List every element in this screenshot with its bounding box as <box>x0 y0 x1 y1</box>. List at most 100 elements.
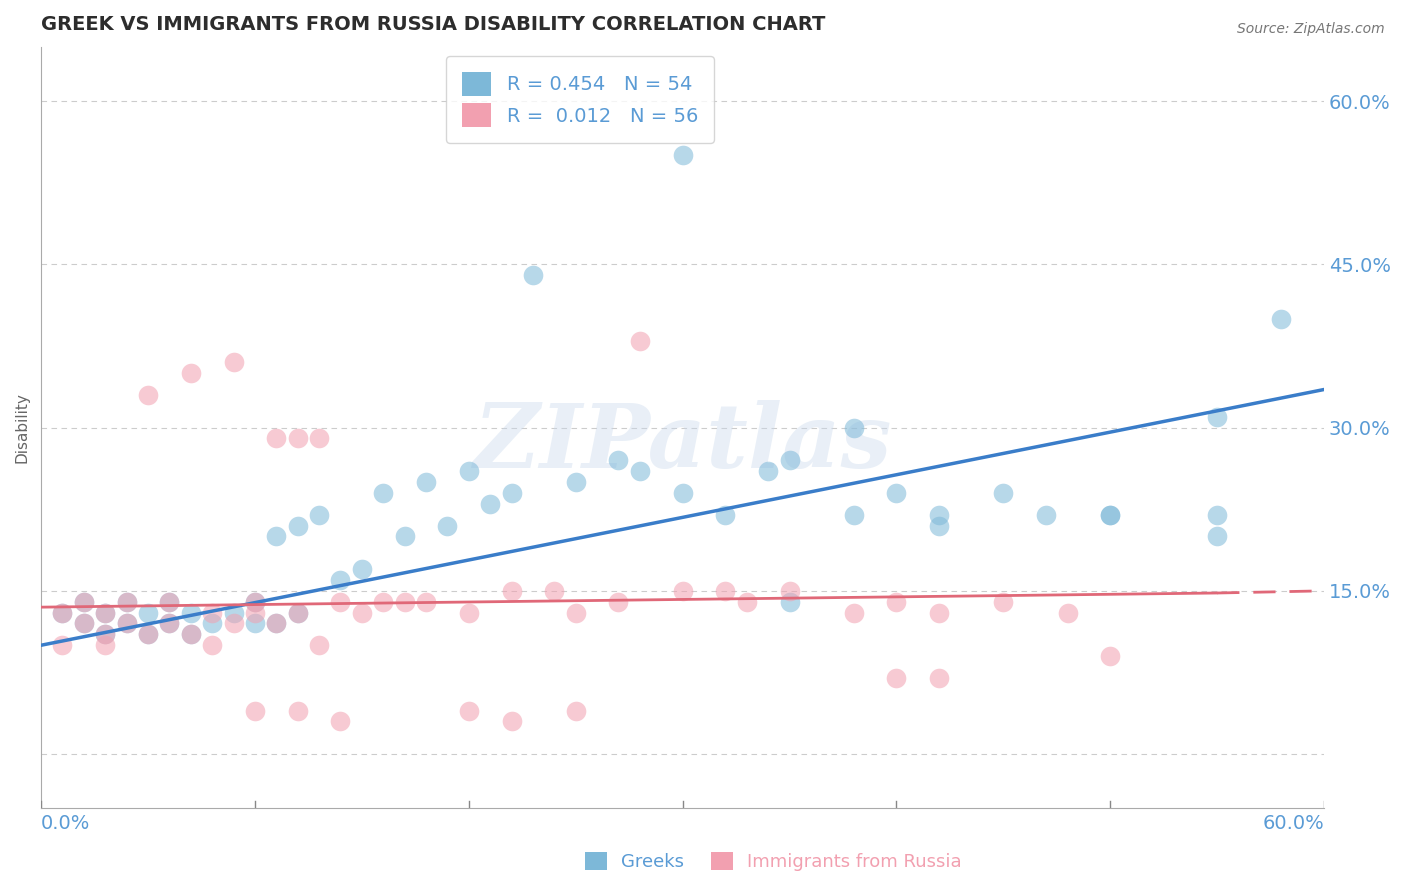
Point <box>415 475 437 489</box>
Point <box>501 486 523 500</box>
Point <box>94 638 117 652</box>
Point <box>779 583 801 598</box>
Legend: Greeks, Immigrants from Russia: Greeks, Immigrants from Russia <box>578 845 969 879</box>
Point <box>287 606 309 620</box>
Point <box>886 595 908 609</box>
Point <box>157 616 180 631</box>
Point <box>243 606 266 620</box>
Point <box>564 606 586 620</box>
Point <box>501 714 523 729</box>
Point <box>180 627 202 641</box>
Point <box>115 616 138 631</box>
Point <box>628 464 651 478</box>
Point <box>735 595 758 609</box>
Point <box>287 518 309 533</box>
Point <box>415 595 437 609</box>
Point <box>201 606 224 620</box>
Point <box>607 453 630 467</box>
Point <box>373 595 395 609</box>
Point <box>266 616 288 631</box>
Point <box>115 616 138 631</box>
Text: ZIPatlas: ZIPatlas <box>474 400 891 486</box>
Point <box>628 334 651 348</box>
Point <box>779 453 801 467</box>
Point <box>243 595 266 609</box>
Point <box>180 606 202 620</box>
Point <box>94 627 117 641</box>
Point <box>1206 529 1229 543</box>
Point <box>457 464 479 478</box>
Point <box>201 638 224 652</box>
Point <box>457 606 479 620</box>
Point <box>51 606 73 620</box>
Point <box>1206 409 1229 424</box>
Point <box>842 606 865 620</box>
Legend: R = 0.454   N = 54, R =  0.012   N = 56: R = 0.454 N = 54, R = 0.012 N = 56 <box>446 56 714 143</box>
Point <box>607 595 630 609</box>
Point <box>350 562 373 576</box>
Point <box>51 606 73 620</box>
Point <box>886 486 908 500</box>
Point <box>73 595 96 609</box>
Point <box>266 616 288 631</box>
Text: 60.0%: 60.0% <box>1263 814 1324 833</box>
Point <box>394 595 416 609</box>
Point <box>94 606 117 620</box>
Point <box>222 355 245 369</box>
Point <box>73 616 96 631</box>
Point <box>157 616 180 631</box>
Point <box>779 595 801 609</box>
Point <box>457 704 479 718</box>
Point <box>136 627 159 641</box>
Point <box>501 583 523 598</box>
Point <box>1206 508 1229 522</box>
Point <box>73 616 96 631</box>
Point <box>394 529 416 543</box>
Point <box>308 508 330 522</box>
Text: GREEK VS IMMIGRANTS FROM RUSSIA DISABILITY CORRELATION CHART: GREEK VS IMMIGRANTS FROM RUSSIA DISABILI… <box>41 15 825 34</box>
Point <box>436 518 458 533</box>
Point <box>928 508 950 522</box>
Point <box>329 714 352 729</box>
Point <box>180 627 202 641</box>
Point <box>287 606 309 620</box>
Point <box>266 432 288 446</box>
Point <box>51 638 73 652</box>
Point <box>373 486 395 500</box>
Point <box>350 606 373 620</box>
Point <box>1270 311 1292 326</box>
Point <box>928 671 950 685</box>
Point <box>1035 508 1057 522</box>
Point <box>522 268 544 283</box>
Point <box>115 595 138 609</box>
Point <box>564 704 586 718</box>
Point <box>136 627 159 641</box>
Point <box>1099 508 1122 522</box>
Point <box>479 497 502 511</box>
Point <box>842 420 865 434</box>
Point <box>266 529 288 543</box>
Point <box>928 518 950 533</box>
Point <box>564 475 586 489</box>
Point <box>287 432 309 446</box>
Point <box>714 508 737 522</box>
Text: Source: ZipAtlas.com: Source: ZipAtlas.com <box>1237 22 1385 37</box>
Point <box>243 704 266 718</box>
Point <box>115 595 138 609</box>
Point <box>756 464 779 478</box>
Point <box>1056 606 1078 620</box>
Point <box>308 432 330 446</box>
Point <box>672 583 695 598</box>
Point <box>136 388 159 402</box>
Point <box>928 606 950 620</box>
Point <box>842 508 865 522</box>
Point <box>543 583 565 598</box>
Point <box>94 606 117 620</box>
Point <box>993 595 1015 609</box>
Point <box>993 486 1015 500</box>
Point <box>1099 649 1122 664</box>
Point <box>157 595 180 609</box>
Point <box>222 616 245 631</box>
Point <box>73 595 96 609</box>
Point <box>287 704 309 718</box>
